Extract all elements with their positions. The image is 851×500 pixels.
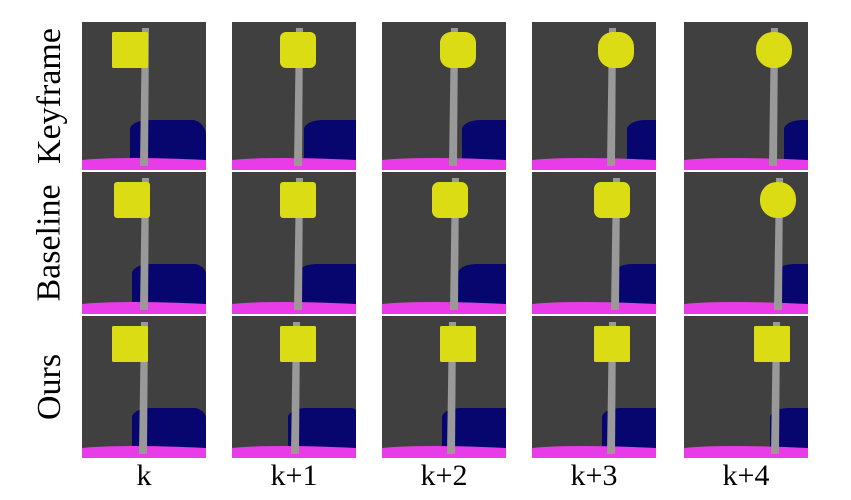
sign-region [112,326,148,362]
sign-region [432,182,468,218]
sign-region [114,182,150,218]
car-region [130,120,206,164]
road-marking-region [532,446,656,458]
car-region [132,408,206,452]
segmentation-map-icon [232,172,356,314]
sign-region [280,326,316,362]
segmentation-map-icon [82,172,206,314]
road-marking-region [382,158,506,170]
segmentation-map-ours-col4 [532,316,656,458]
car-region [298,264,356,308]
segmentation-map-ours-col5 [684,316,808,458]
car-region [614,264,656,308]
road-marking-region [684,158,808,170]
car-region [442,408,506,452]
column-label-k-plus-4: k+4 [722,459,770,492]
segmentation-map-keyframe-col3 [382,22,506,170]
sign-region [594,182,630,218]
road-marking-region [382,302,506,314]
sign-region [112,32,148,68]
sign-region [754,326,790,362]
column-label-k-plus-3: k+3 [570,459,618,492]
car-region [132,264,206,308]
column-label-k-plus-1: k+1 [270,459,318,492]
segmentation-map-ours-col3 [382,316,506,458]
car-region [776,264,808,308]
car-region [602,408,656,452]
segmentation-map-icon [532,316,656,458]
car-region [770,408,808,452]
sign-region [280,182,316,218]
row-label-keyframe-text: Keyframe [31,28,69,164]
sign-region [760,182,796,218]
road-marking-region [532,158,656,170]
segmentation-map-baseline-col5 [684,172,808,314]
sign-region [594,326,630,362]
segmentation-map-icon [532,172,656,314]
segmentation-map-icon [684,22,808,170]
segmentation-map-keyframe-col1 [82,22,206,170]
car-region [462,120,506,164]
road-marking-region [532,302,656,314]
segmentation-map-ours-col2 [232,316,356,458]
row-label-baseline: Baseline [30,172,70,314]
car-region [627,120,656,164]
row-label-ours-text: Ours [31,353,69,421]
sign-region [598,32,634,68]
road-marking-region [684,446,808,458]
segmentation-map-icon [82,316,206,458]
segmentation-map-icon [382,172,506,314]
segmentation-map-baseline-col4 [532,172,656,314]
road-marking-region [232,158,356,170]
segmentation-map-keyframe-col2 [232,22,356,170]
sign-region [440,326,476,362]
car-region [288,408,356,452]
sign-region [756,32,792,68]
segmentation-map-ours-col1 [82,316,206,458]
segmentation-map-icon [82,22,206,170]
segmentation-map-icon [382,22,506,170]
segmentation-map-icon [382,316,506,458]
segmentation-map-icon [532,22,656,170]
segmentation-map-icon [232,316,356,458]
segmentation-map-icon [684,316,808,458]
segmentation-map-baseline-col1 [82,172,206,314]
segmentation-map-icon [232,22,356,170]
segmentation-map-baseline-col3 [382,172,506,314]
sign-region [440,32,476,68]
road-marking-region [684,302,808,314]
segmentation-map-baseline-col2 [232,172,356,314]
car-region [304,120,356,164]
car-region [458,264,506,308]
segmentation-map-keyframe-col5 [684,22,808,170]
column-label-k-plus-2: k+2 [420,459,468,492]
row-label-baseline-text: Baseline [31,184,69,302]
car-region [784,120,808,164]
road-marking-region [382,446,506,458]
segmentation-map-icon [684,172,808,314]
row-label-keyframe: Keyframe [30,22,70,170]
segmentation-map-keyframe-col4 [532,22,656,170]
row-label-ours: Ours [30,316,70,458]
sign-region [280,32,316,68]
column-label-k: k [136,459,152,492]
road-marking-region [232,302,356,314]
